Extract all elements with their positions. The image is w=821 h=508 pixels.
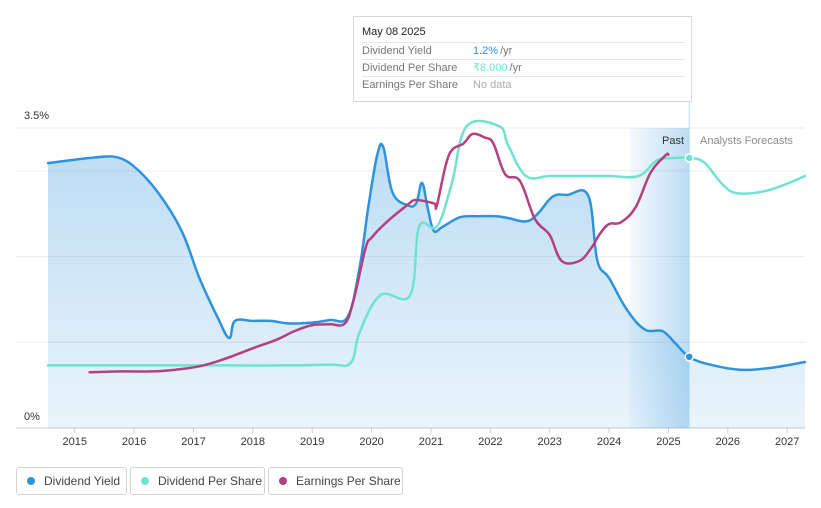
dividend-per-share-marker bbox=[684, 153, 694, 163]
tooltip-card: May 08 2025 Dividend Yield 1.2%/yr Divid… bbox=[353, 16, 692, 102]
legend-earnings-per-share[interactable]: Earnings Per Share bbox=[268, 467, 403, 495]
x-axis-ticks: 2015 2016 2017 2018 2019 2020 2021 2022 2023 2024… bbox=[62, 428, 799, 448]
tooltip-label: Earnings Per Share bbox=[362, 79, 458, 91]
forecast-label: Analysts Forecasts bbox=[700, 135, 793, 147]
area-layer bbox=[48, 143, 805, 428]
legend-label: Dividend Yield bbox=[44, 474, 121, 488]
legend-dividend-yield[interactable]: Dividend Yield bbox=[16, 467, 127, 495]
x-tick-label: 2023 bbox=[537, 436, 561, 448]
tooltip-label: Dividend Per Share bbox=[362, 62, 458, 74]
x-tick-label: 2019 bbox=[300, 436, 324, 448]
dividend-yield-area bbox=[48, 143, 805, 428]
y-axis-label: 3.5% bbox=[24, 110, 49, 122]
series-lines bbox=[46, 119, 807, 374]
x-tick-label: 2018 bbox=[241, 436, 265, 448]
dividend-yield-line bbox=[46, 142, 807, 372]
series-markers bbox=[684, 153, 694, 362]
y-axis-labels: 3.5% 0% bbox=[24, 110, 49, 423]
legend-dot-icon bbox=[279, 477, 287, 485]
x-tick-label: 2021 bbox=[419, 436, 443, 448]
legend-dot-icon bbox=[141, 477, 149, 485]
tooltip-value: 1.2%/yr bbox=[473, 45, 513, 57]
tooltip-value: ₹8.000/yr bbox=[473, 62, 522, 74]
x-tick-label: 2027 bbox=[775, 436, 799, 448]
tooltip-row-dividend-yield: Dividend Yield 1.2%/yr bbox=[362, 42, 685, 60]
dividend-yield-marker bbox=[684, 352, 694, 362]
past-label: Past bbox=[662, 135, 684, 147]
tooltip-date: May 08 2025 bbox=[362, 26, 426, 38]
dividend-per-share-line bbox=[46, 119, 807, 368]
tooltip-label: Dividend Yield bbox=[362, 45, 432, 57]
tooltip-row-dividend-per-share: Dividend Per Share ₹8.000/yr bbox=[362, 59, 685, 77]
x-tick-label: 2016 bbox=[122, 436, 146, 448]
legend-dot-icon bbox=[27, 477, 35, 485]
legend-label: Dividend Per Share bbox=[158, 474, 263, 488]
x-tick-label: 2022 bbox=[478, 436, 502, 448]
x-tick-label: 2015 bbox=[62, 436, 86, 448]
tooltip-value: No data bbox=[473, 79, 512, 91]
x-tick-label: 2017 bbox=[181, 436, 205, 448]
tooltip-row-earnings-per-share: Earnings Per Share No data bbox=[362, 76, 685, 94]
x-tick-label: 2025 bbox=[656, 436, 680, 448]
x-tick-label: 2026 bbox=[716, 436, 740, 448]
legend-dividend-per-share[interactable]: Dividend Per Share bbox=[130, 467, 265, 495]
x-tick-label: 2020 bbox=[359, 436, 383, 448]
y-axis-label: 0% bbox=[24, 411, 40, 423]
earnings-per-share-line bbox=[88, 132, 670, 374]
legend-label: Earnings Per Share bbox=[296, 474, 401, 488]
x-tick-label: 2024 bbox=[597, 436, 621, 448]
